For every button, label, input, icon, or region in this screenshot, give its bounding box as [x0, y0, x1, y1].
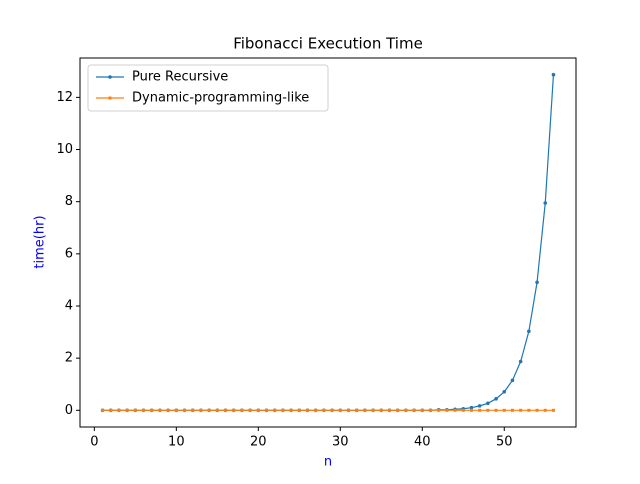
- point: [437, 408, 441, 412]
- point: [297, 408, 301, 412]
- point: [543, 408, 547, 412]
- point: [117, 408, 121, 412]
- point: [412, 408, 416, 412]
- point: [404, 408, 408, 412]
- point: [142, 408, 146, 412]
- point: [183, 408, 187, 412]
- point: [224, 408, 228, 412]
- point: [306, 408, 310, 412]
- point: [330, 408, 334, 412]
- x-tick-label: 10: [168, 435, 185, 450]
- point: [396, 408, 400, 412]
- point: [125, 408, 129, 412]
- y-tick-label: 4: [65, 298, 73, 313]
- y-tick-label: 2: [65, 351, 73, 366]
- chart-title: Fibonacci Execution Time: [233, 35, 423, 53]
- y-tick-label: 6: [65, 246, 73, 261]
- point: [109, 408, 113, 412]
- point: [428, 408, 432, 412]
- point: [469, 405, 474, 410]
- point: [477, 404, 482, 408]
- x-tick-label: 40: [414, 435, 431, 450]
- point: [273, 408, 277, 412]
- point: [207, 408, 211, 412]
- point: [387, 408, 391, 412]
- point: [486, 408, 490, 412]
- point: [215, 408, 219, 412]
- point: [256, 408, 260, 412]
- y-tick-label: 8: [65, 194, 73, 209]
- y-tick-label: 10: [56, 142, 73, 157]
- series-line: [102, 74, 555, 411]
- point: [379, 408, 383, 412]
- x-tick-label: 20: [250, 435, 267, 450]
- point: [543, 201, 548, 205]
- point: [551, 72, 556, 77]
- point: [133, 408, 137, 412]
- point: [240, 408, 244, 412]
- point: [461, 408, 465, 412]
- point: [502, 389, 507, 394]
- point: [363, 408, 367, 412]
- point: [445, 408, 449, 412]
- point: [248, 408, 252, 412]
- point: [281, 408, 285, 412]
- point: [527, 408, 531, 412]
- legend-box: [87, 64, 329, 112]
- x-tick-label: 30: [332, 435, 349, 450]
- point: [158, 408, 162, 412]
- point: [494, 408, 498, 412]
- point: [502, 408, 506, 412]
- point: [322, 408, 326, 412]
- point: [420, 408, 424, 412]
- point: [519, 408, 523, 412]
- point: [150, 408, 154, 412]
- point: [535, 280, 539, 285]
- point: [510, 408, 514, 412]
- point: [510, 378, 515, 383]
- x-axis-label: n: [324, 455, 332, 470]
- legend-marker: [108, 96, 112, 100]
- point: [469, 408, 473, 412]
- plot-frame: [79, 57, 577, 428]
- point: [265, 408, 269, 412]
- point: [518, 359, 523, 364]
- point: [453, 408, 457, 412]
- y-tick-label: 12: [56, 90, 73, 105]
- point: [527, 329, 531, 334]
- point: [191, 408, 195, 412]
- x-tick-label: 0: [90, 435, 98, 450]
- legend-marker: [108, 75, 112, 79]
- point: [166, 408, 170, 412]
- y-axis-label: time(hr): [33, 215, 48, 268]
- point: [101, 408, 105, 412]
- point: [289, 408, 293, 412]
- point: [314, 408, 318, 412]
- point: [371, 408, 375, 412]
- point: [232, 408, 236, 412]
- legend-label: Pure Recursive: [132, 70, 228, 85]
- point: [174, 408, 178, 412]
- legend-label: Dynamic-programming-like: [132, 91, 309, 106]
- point: [551, 408, 555, 412]
- point: [486, 401, 490, 406]
- point: [535, 408, 539, 412]
- point: [355, 408, 359, 412]
- point: [478, 408, 482, 412]
- point: [346, 408, 350, 412]
- point: [199, 408, 203, 412]
- y-tick-label: 0: [65, 403, 73, 418]
- point: [494, 397, 498, 401]
- point: [338, 408, 342, 412]
- x-tick-label: 50: [496, 435, 513, 450]
